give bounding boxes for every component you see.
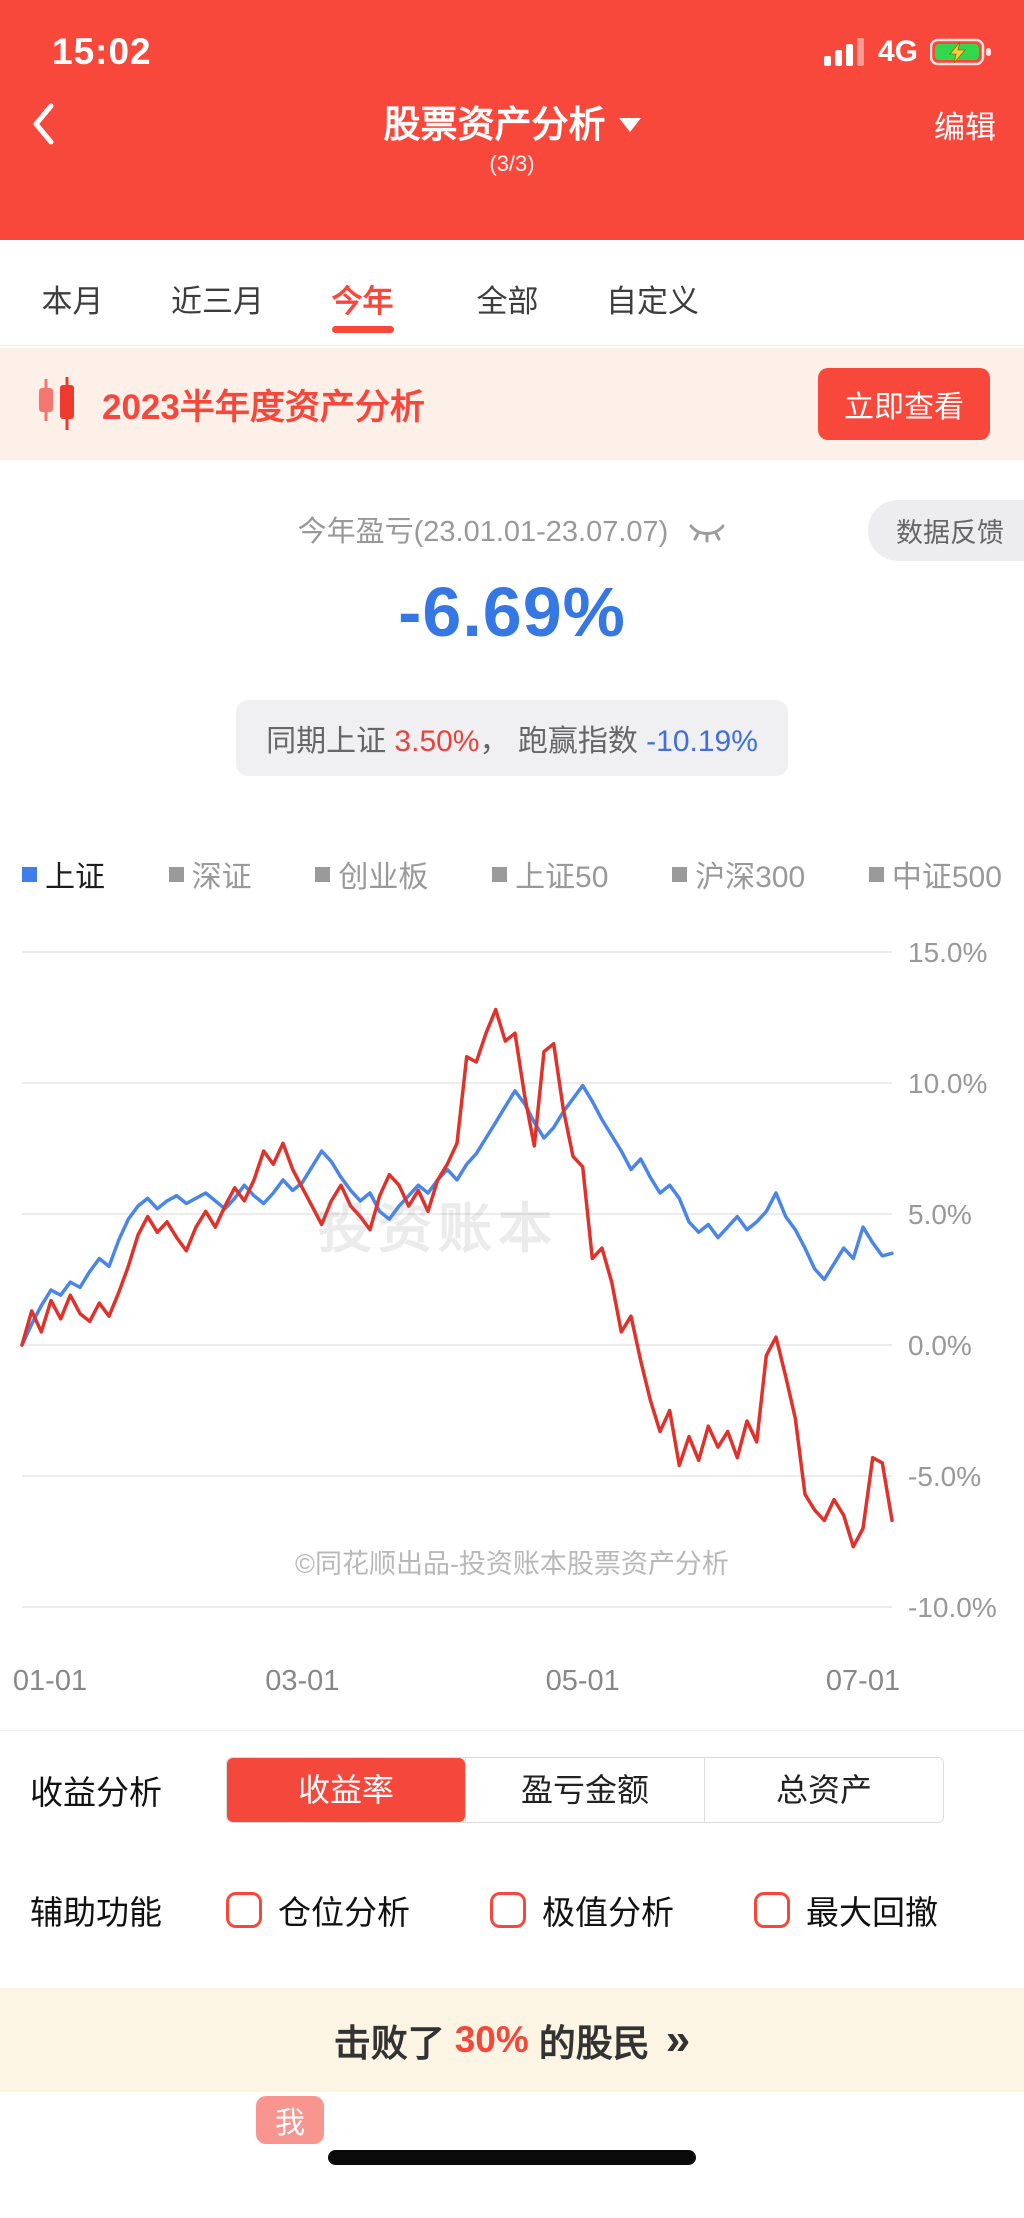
benchmark-value: 3.50% — [394, 725, 480, 758]
metric-segment[interactable]: 总资产 — [704, 1758, 943, 1822]
double-chevron-icon: » — [665, 2015, 691, 2064]
section-divider — [0, 1730, 1024, 1731]
svg-text:03-01: 03-01 — [265, 1665, 339, 1697]
svg-text:-5.0%: -5.0% — [908, 1461, 981, 1492]
checkbox-icon[interactable] — [490, 1892, 526, 1928]
aux-option-label: 仓位分析 — [278, 1894, 410, 1931]
period-tab[interactable]: 今年 — [290, 240, 435, 345]
benchmark-compare: 同期上证 3.50%， 跑赢指数 -10.19% — [236, 700, 788, 776]
eye-closed-icon[interactable] — [688, 521, 726, 545]
metric-segmented-control: 收益率 盈亏金额 总资产 — [226, 1757, 944, 1823]
analysis-label: 收益分析 — [30, 1774, 162, 1811]
compare-mid: ， 跑赢指数 — [479, 725, 647, 758]
profit-percent-value: -6.69% — [398, 573, 626, 651]
svg-text:05-01: 05-01 — [546, 1665, 620, 1697]
legend-swatch — [168, 866, 184, 882]
status-time: 15:02 — [52, 31, 152, 72]
page-subtitle: (3/3) — [489, 151, 535, 176]
aux-option-label: 最大回撤 — [806, 1894, 938, 1931]
candlestick-icon — [39, 377, 74, 430]
legend-swatch — [315, 866, 331, 882]
aux-option[interactable]: 极值分析 — [490, 1886, 674, 1934]
aux-label: 辅助功能 — [30, 1894, 162, 1931]
svg-text:15.0%: 15.0% — [908, 937, 987, 968]
compare-prefix: 同期上证 — [266, 725, 395, 758]
legend-swatch — [868, 866, 884, 882]
period-tab-bar: 本月 近三月 今年 全部 自定义 — [0, 240, 1024, 346]
watermark-source: ©同花顺出品-投资账本股票资产分析 — [295, 1549, 729, 1579]
svg-text:07-01: 07-01 — [826, 1665, 900, 1697]
status-bar: 15:02 4G — [0, 0, 1024, 84]
page-title: 股票资产分析 — [383, 104, 606, 145]
legend-swatch — [22, 866, 37, 882]
legend-swatch — [672, 866, 688, 882]
promo-banner[interactable]: 2023半年度资产分析 立即查看 — [0, 348, 1024, 460]
me-tag[interactable]: 我 — [256, 2096, 324, 2144]
index-legend: 上证 深证 创业板 上证50 沪深300 中证500 — [0, 852, 1024, 896]
banner-view-button[interactable]: 立即查看 — [818, 368, 990, 440]
svg-text:5.0%: 5.0% — [908, 1199, 972, 1230]
legend-label: 上证 — [45, 861, 105, 894]
period-tab[interactable]: 自定义 — [606, 284, 699, 319]
legend-label: 中证500 — [891, 861, 1002, 894]
checkbox-icon[interactable] — [226, 1892, 262, 1928]
beat-percent: 30% — [454, 2019, 529, 2060]
legend-label: 上证50 — [515, 861, 609, 894]
battery-charging-icon — [930, 38, 991, 66]
network-label: 4G — [877, 35, 918, 68]
app-header: 15:02 4G — [0, 0, 1024, 240]
legend-item[interactable]: 中证500 — [868, 852, 1002, 896]
aux-options: 仓位分析 极值分析 最大回撤 — [226, 1886, 938, 1934]
legend-label: 沪深300 — [695, 861, 806, 894]
legend-item[interactable]: 沪深300 — [672, 852, 805, 896]
svg-text:10.0%: 10.0% — [908, 1068, 987, 1099]
analysis-row: 收益分析 收益率 盈亏金额 总资产 — [0, 1748, 1024, 1832]
data-feedback-button[interactable]: 数据反馈 — [868, 500, 1024, 561]
period-tab[interactable]: 近三月 — [171, 284, 264, 319]
svg-text:0.0%: 0.0% — [908, 1330, 972, 1361]
legend-item[interactable]: 上证 — [22, 852, 105, 896]
checkbox-icon[interactable] — [754, 1892, 790, 1928]
legend-swatch — [492, 866, 508, 882]
beat-prefix: 击败了 — [333, 2023, 445, 2064]
edit-button[interactable]: 编辑 — [934, 110, 996, 145]
return-chart: 15.0% 10.0% 5.0% 0.0% -5.0% -10.0% 01-01 03-01 0… — [0, 912, 1024, 1712]
title-dropdown[interactable]: 股票资产分析 — [0, 94, 1024, 148]
legend-label: 创业板 — [338, 861, 429, 894]
legend-item[interactable]: 深证 — [168, 852, 252, 896]
outperform-value: -10.19% — [646, 725, 758, 758]
aux-option[interactable]: 仓位分析 — [226, 1886, 410, 1934]
beat-ratio-banner[interactable]: 击败了 30% 的股民 » — [0, 1988, 1024, 2092]
period-tab[interactable]: 本月 — [41, 284, 104, 319]
metric-segment[interactable]: 收益率 — [227, 1758, 465, 1822]
aux-option[interactable]: 最大回撤 — [754, 1886, 938, 1934]
chart-svg: 15.0% 10.0% 5.0% 0.0% -5.0% -10.0% 01-01 03-01 0… — [13, 937, 997, 1697]
signal-icon — [823, 38, 864, 66]
back-icon[interactable] — [30, 102, 56, 146]
home-indicator — [328, 2150, 696, 2165]
beat-suffix: 的股民 — [538, 2023, 650, 2064]
banner-title: 2023半年度资产分析 — [102, 387, 425, 427]
legend-item[interactable]: 上证50 — [492, 852, 608, 896]
legend-label: 深证 — [191, 861, 252, 894]
svg-text:01-01: 01-01 — [13, 1665, 87, 1697]
metric-segment[interactable]: 盈亏金额 — [465, 1758, 704, 1822]
aux-row: 辅助功能 仓位分析 极值分析 最大回撤 — [0, 1868, 1024, 1952]
profit-period-text: 今年盈亏(23.01.01-23.07.07) — [297, 516, 669, 548]
period-tab[interactable]: 全部 — [476, 284, 539, 319]
legend-item[interactable]: 创业板 — [315, 852, 428, 896]
profit-period-label: 今年盈亏(23.01.01-23.07.07) — [0, 508, 1024, 550]
svg-text:-10.0%: -10.0% — [908, 1592, 997, 1623]
aux-option-label: 极值分析 — [542, 1894, 674, 1931]
chevron-down-icon — [618, 118, 641, 132]
